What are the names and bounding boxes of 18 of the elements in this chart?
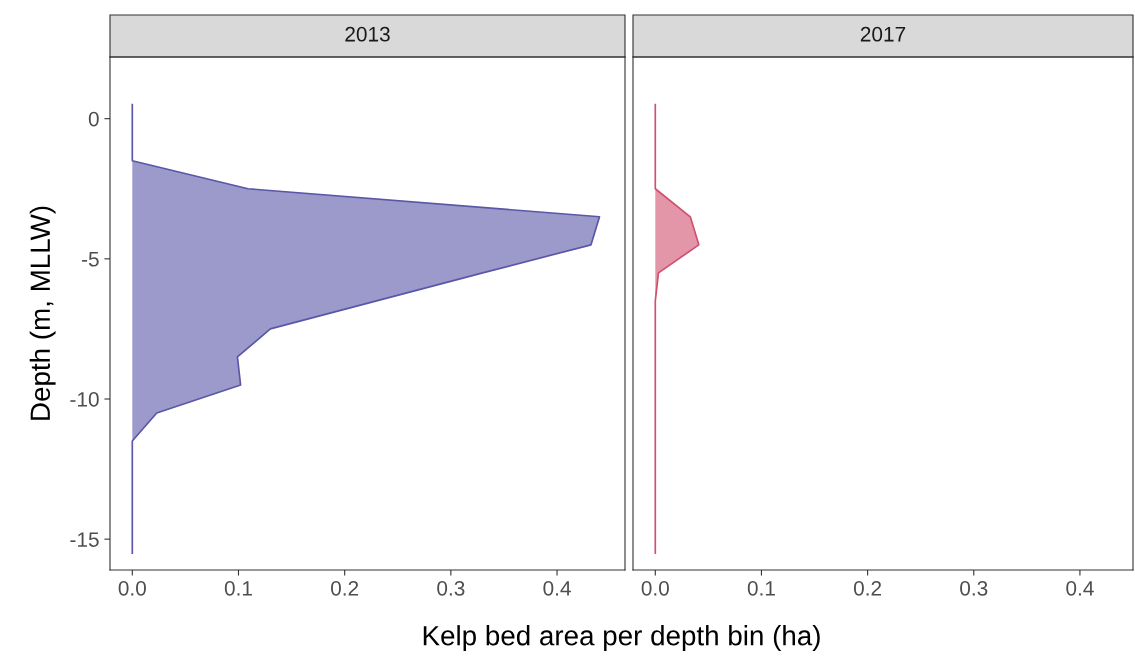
x-axis-title: Kelp bed area per depth bin (ha) bbox=[423, 625, 820, 651]
x-tick-label: 0.4 bbox=[543, 580, 571, 596]
x-tick-label: 0.0 bbox=[118, 580, 146, 596]
x-tick-label: 0.0 bbox=[641, 580, 669, 596]
y-tick-label: 0 bbox=[88, 111, 99, 127]
chart-title: 2017 bbox=[860, 26, 906, 42]
x-tick-label: 0.2 bbox=[331, 580, 359, 596]
x-tick-label: 0.3 bbox=[437, 580, 465, 596]
y-tick-label: -10 bbox=[70, 392, 99, 407]
x-tick-label: 0.3 bbox=[960, 580, 988, 596]
y-tick-label: -15 bbox=[70, 532, 99, 547]
x-tick-label: 0.1 bbox=[224, 580, 252, 596]
x-tick-label: 0.1 bbox=[747, 580, 775, 596]
x-tick-label: 0.4 bbox=[1066, 580, 1094, 596]
x-tick-label: 0.2 bbox=[853, 580, 882, 596]
chart-title: 2013 bbox=[345, 26, 390, 42]
y-axis-title: Depth (m, MLLW) bbox=[29, 206, 56, 420]
y-tick-label: -5 bbox=[81, 252, 99, 267]
